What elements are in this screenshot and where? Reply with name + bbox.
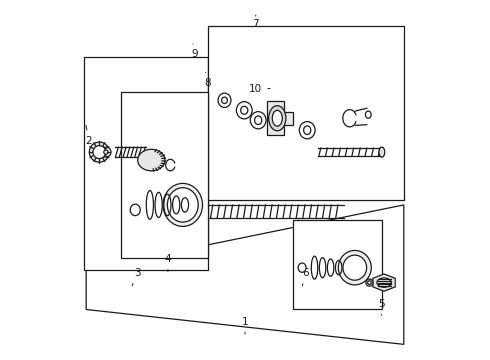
Ellipse shape xyxy=(366,111,371,118)
Ellipse shape xyxy=(104,150,108,154)
Ellipse shape xyxy=(269,106,286,131)
Polygon shape xyxy=(267,101,293,135)
Ellipse shape xyxy=(343,255,367,280)
Ellipse shape xyxy=(218,93,231,108)
Ellipse shape xyxy=(255,116,262,125)
Polygon shape xyxy=(208,26,404,200)
Polygon shape xyxy=(86,205,404,345)
Text: 4: 4 xyxy=(165,254,171,271)
Ellipse shape xyxy=(298,263,306,272)
Text: 1: 1 xyxy=(242,317,248,334)
Text: 5: 5 xyxy=(378,299,385,315)
Ellipse shape xyxy=(101,147,111,157)
Text: 3: 3 xyxy=(132,268,141,286)
Text: 6: 6 xyxy=(302,268,309,286)
Text: 10: 10 xyxy=(249,84,270,94)
Text: 8: 8 xyxy=(204,72,211,88)
Ellipse shape xyxy=(89,142,109,162)
Polygon shape xyxy=(293,220,382,310)
Ellipse shape xyxy=(130,204,140,216)
Ellipse shape xyxy=(241,106,248,114)
Ellipse shape xyxy=(221,97,227,104)
Ellipse shape xyxy=(163,183,202,226)
Ellipse shape xyxy=(236,102,252,119)
Ellipse shape xyxy=(368,281,371,284)
Ellipse shape xyxy=(304,126,311,135)
Polygon shape xyxy=(121,92,208,258)
Ellipse shape xyxy=(168,188,198,222)
Ellipse shape xyxy=(379,147,385,157)
Text: 2: 2 xyxy=(86,125,92,145)
Ellipse shape xyxy=(272,111,282,126)
Ellipse shape xyxy=(338,251,371,285)
Ellipse shape xyxy=(250,112,266,129)
Ellipse shape xyxy=(93,146,106,158)
Polygon shape xyxy=(373,274,395,291)
Polygon shape xyxy=(84,58,208,270)
Ellipse shape xyxy=(366,279,373,286)
Ellipse shape xyxy=(299,122,315,139)
Text: 9: 9 xyxy=(192,44,198,59)
Ellipse shape xyxy=(377,278,391,287)
Ellipse shape xyxy=(138,149,165,171)
Text: 7: 7 xyxy=(252,15,259,29)
